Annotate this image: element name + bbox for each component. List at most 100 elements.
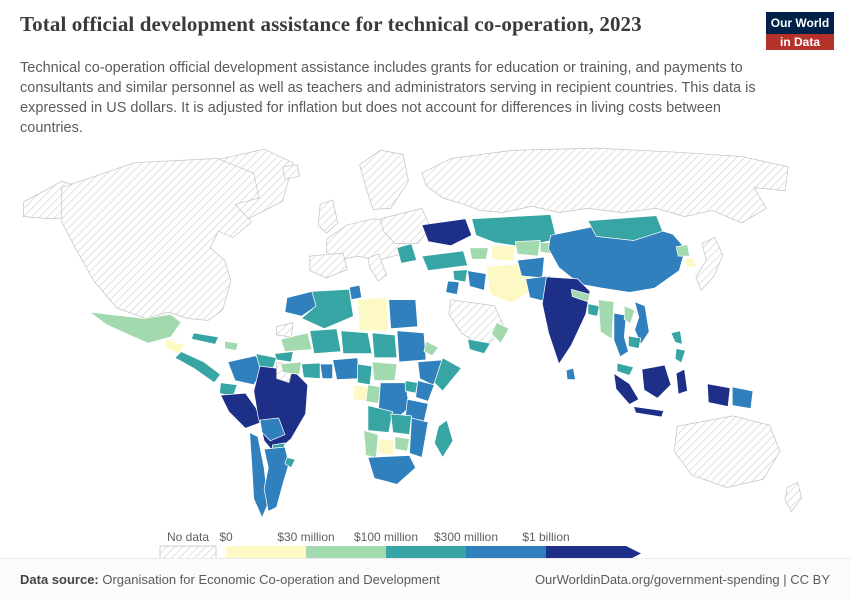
region-balkans[interactable] (396, 243, 418, 264)
region-iberia[interactable] (309, 252, 348, 279)
region-scandinavia[interactable] (359, 149, 409, 210)
region-western-sahara[interactable] (276, 322, 294, 338)
region-borneo[interactable] (641, 364, 672, 399)
region-mali[interactable] (309, 328, 342, 355)
region-tunisia[interactable] (348, 284, 363, 301)
region-central-african-republic[interactable] (371, 361, 398, 381)
region-united-kingdom[interactable] (317, 199, 339, 234)
region-mozambique[interactable] (409, 417, 429, 458)
legend-bin-3[interactable] (466, 546, 546, 561)
region-new-zealand[interactable] (784, 481, 803, 512)
region-turkmenistan[interactable] (490, 245, 516, 262)
region-egypt[interactable] (388, 299, 419, 330)
region-bolivia[interactable] (259, 417, 286, 442)
region-cuba[interactable] (191, 332, 219, 345)
legend-bin-1[interactable] (306, 546, 386, 561)
region-south-africa[interactable] (367, 454, 417, 485)
legend-bin-0[interactable] (226, 546, 306, 561)
region-caucasus[interactable] (469, 247, 489, 260)
region-guatemala[interactable] (164, 338, 186, 355)
region-myanmar[interactable] (597, 299, 615, 340)
region-somalia[interactable] (433, 357, 462, 392)
region-libya[interactable] (357, 297, 390, 332)
region-iceland[interactable] (282, 164, 300, 180)
region-argentina[interactable] (263, 446, 290, 512)
region-australia[interactable] (673, 415, 781, 488)
region-java[interactable] (633, 406, 665, 418)
region-eritrea[interactable] (423, 340, 439, 357)
owid-logo-line2: in Data (766, 34, 834, 50)
region-bangladesh[interactable] (587, 303, 600, 317)
region-zambia[interactable] (390, 413, 412, 435)
region-senegal[interactable] (274, 351, 294, 363)
region-uruguay[interactable] (284, 457, 296, 469)
region-kenya[interactable] (415, 380, 435, 402)
region-sudan[interactable] (396, 330, 427, 363)
region-hispaniola[interactable] (224, 340, 239, 351)
region-russia[interactable] (421, 147, 789, 224)
region-nepal[interactable] (570, 288, 591, 303)
region-namibia[interactable] (363, 430, 379, 458)
region-ivory-coast[interactable] (301, 362, 321, 379)
region-morocco[interactable] (284, 291, 319, 317)
region-south-korea[interactable] (684, 256, 697, 268)
region-italy[interactable] (367, 253, 387, 282)
legend-tick-4: $1 billion (522, 530, 569, 544)
region-chad[interactable] (371, 332, 398, 359)
region-uganda[interactable] (404, 380, 419, 394)
owid-logo[interactable]: Our World in Data (766, 12, 834, 50)
region-japan[interactable] (695, 237, 724, 291)
region-uzbekistan[interactable] (514, 240, 541, 257)
region-iraq[interactable] (467, 270, 487, 291)
region-botswana[interactable] (377, 438, 396, 456)
owid-logo-line1: Our World (770, 16, 830, 30)
region-philippines-north[interactable] (670, 330, 683, 345)
chart-subtitle: Technical co-operation official developm… (20, 60, 756, 136)
footer-link[interactable]: OurWorldinData.org/government-spending |… (534, 572, 830, 587)
region-chile[interactable] (249, 432, 269, 518)
region-west-papua[interactable] (706, 383, 731, 407)
region-philippines-south[interactable] (674, 348, 686, 364)
legend-bin-2[interactable] (386, 546, 466, 561)
region-sumatra[interactable] (613, 372, 640, 405)
region-papua-new-guinea[interactable] (731, 386, 754, 410)
region-jordan-israel[interactable] (445, 280, 460, 295)
region-malaysia[interactable] (616, 362, 634, 376)
region-vietnam[interactable] (634, 301, 650, 345)
region-ghana[interactable] (319, 363, 333, 379)
region-mongolia[interactable] (587, 215, 664, 241)
region-niger[interactable] (340, 330, 373, 355)
region-afghanistan[interactable] (517, 256, 545, 279)
region-mexico[interactable] (89, 311, 182, 344)
map-legend: No data $0 $30 million $100 million $300… (0, 528, 850, 566)
legend-open-end-arrow (626, 546, 641, 561)
region-mauritania[interactable] (280, 332, 313, 352)
legend-bin-4[interactable] (546, 546, 626, 561)
region-oman[interactable] (491, 322, 510, 344)
region-sulawesi[interactable] (675, 368, 688, 395)
region-yemen[interactable] (467, 338, 491, 355)
region-guinea[interactable] (280, 361, 302, 375)
region-cambodia[interactable] (628, 335, 642, 349)
region-nigeria[interactable] (332, 357, 360, 380)
region-congo[interactable] (365, 384, 381, 404)
region-north-korea[interactable] (675, 244, 691, 257)
region-madagascar[interactable] (433, 419, 454, 458)
legend-tick-1: $30 million (277, 530, 334, 544)
region-central-america[interactable] (174, 351, 221, 384)
region-cameroon[interactable] (357, 363, 373, 386)
region-zimbabwe[interactable] (394, 436, 410, 452)
region-north-america[interactable] (61, 158, 260, 321)
region-gabon[interactable] (353, 384, 369, 402)
region-laos[interactable] (623, 305, 636, 324)
region-syria[interactable] (452, 269, 468, 283)
region-turkey[interactable] (421, 250, 468, 271)
region-ukraine[interactable] (421, 218, 473, 247)
legend-no-data-label: No data (167, 530, 209, 544)
region-east-europe[interactable] (380, 207, 431, 244)
region-angola[interactable] (367, 405, 394, 433)
region-kazakhstan[interactable] (471, 214, 558, 248)
data-source-text: Organisation for Economic Co-operation a… (98, 572, 440, 587)
region-india[interactable] (541, 276, 591, 365)
region-sri-lanka[interactable] (565, 367, 576, 380)
